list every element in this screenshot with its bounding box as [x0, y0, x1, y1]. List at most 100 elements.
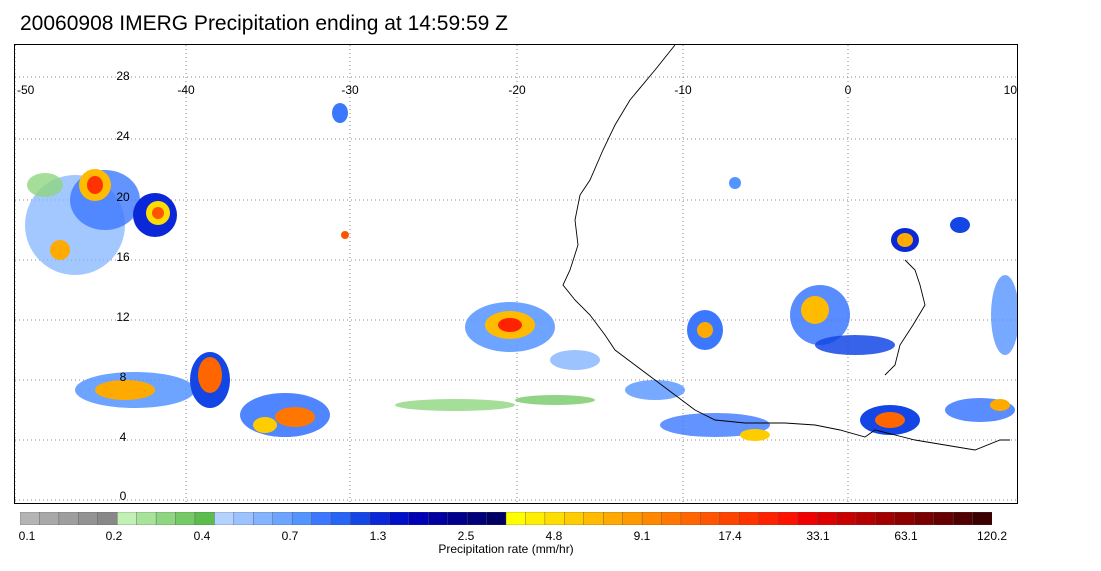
colorbar-swatch	[972, 512, 992, 525]
colorbar-tick-label: 120.2	[976, 529, 1008, 543]
colorbar-tick-label: 4.8	[545, 529, 563, 543]
precipitation-map: -50 -40 -30 -20 -10 0 10 28 24 20 16 12 …	[15, 45, 1017, 503]
colorbar-swatch	[758, 512, 779, 525]
map-panel: -50 -40 -30 -20 -10 0 10 28 24 20 16 12 …	[14, 44, 1018, 504]
precip-cell	[27, 173, 63, 197]
colorbar-swatch	[525, 512, 546, 525]
precip-cell	[697, 322, 713, 338]
lon-tick-label: 0	[845, 83, 852, 97]
colorbar-swatch	[447, 512, 468, 525]
colorbar-tick-label: 9.1	[633, 529, 651, 543]
lon-tick-label: -30	[341, 83, 359, 97]
colorbar-swatch	[505, 512, 526, 525]
lat-tick-label: 12	[116, 310, 130, 324]
precip-cell	[990, 399, 1010, 411]
colorbar-tick-label: 0.4	[193, 529, 211, 543]
colorbar-tick-label: 33.1	[806, 529, 830, 543]
precip-cell	[740, 429, 770, 441]
colorbar-swatch	[291, 512, 313, 525]
lat-tick-label: 16	[116, 250, 130, 264]
precip-cell	[253, 417, 277, 433]
precip-cell	[991, 275, 1017, 355]
precip-cell	[341, 231, 349, 239]
colorbar-swatch	[622, 512, 643, 525]
colorbar-swatch	[797, 512, 818, 525]
precip-cell	[498, 318, 522, 332]
colorbar-tick-label: 0.7	[281, 529, 299, 543]
precip-cell	[660, 413, 770, 437]
colorbar-swatch	[136, 512, 157, 525]
colorbar-swatch	[661, 512, 682, 525]
colorbar	[20, 512, 992, 525]
colorbar-tick-label: 17.4	[718, 529, 742, 543]
colorbar-swatch	[20, 512, 40, 525]
colorbar-swatch	[39, 512, 60, 525]
precip-cell	[95, 380, 155, 400]
precip-cell	[729, 177, 741, 189]
colorbar-swatch	[175, 512, 196, 525]
precip-cell	[550, 350, 600, 370]
colorbar-title: Precipitation rate (mm/hr)	[438, 542, 574, 556]
colorbar-swatch	[933, 512, 954, 525]
colorbar-swatch	[330, 512, 351, 525]
colorbar-swatch	[155, 512, 177, 525]
colorbar-swatch	[641, 512, 663, 525]
map-title: 20060908 IMERG Precipitation ending at 1…	[20, 12, 508, 35]
colorbar-swatch	[369, 512, 390, 525]
precip-cell	[87, 176, 103, 194]
colorbar-swatch	[233, 512, 254, 525]
colorbar-swatch	[389, 512, 410, 525]
precip-cell	[515, 395, 595, 405]
colorbar-swatch	[855, 512, 876, 525]
precip-cell	[50, 240, 70, 260]
precip-cell	[875, 412, 905, 428]
colorbar-swatch	[777, 512, 799, 525]
colorbar-swatch	[116, 512, 138, 525]
precip-cell	[275, 407, 315, 427]
colorbar-swatch	[253, 512, 274, 525]
precip-cell	[395, 399, 515, 411]
lon-axis-labels: -50 -40 -30 -20 -10 0 10	[17, 83, 1017, 97]
colorbar-swatch	[564, 512, 585, 525]
lat-tick-label: 4	[120, 430, 127, 444]
colorbar-tick-label: 2.5	[457, 529, 475, 543]
colorbar-tick-label: 0.2	[105, 529, 123, 543]
colorbar-swatch	[466, 512, 488, 525]
precip-cell	[815, 335, 895, 355]
colorbar-swatch	[952, 512, 974, 525]
lat-tick-label: 24	[116, 129, 130, 143]
lon-tick-label: -50	[17, 83, 35, 97]
colorbar-swatch	[58, 512, 79, 525]
coastline	[884, 259, 926, 376]
lon-tick-label: -10	[674, 83, 692, 97]
lon-tick-label: -40	[177, 83, 195, 97]
lat-tick-label: 20	[116, 190, 130, 204]
colorbar-swatch	[544, 512, 565, 525]
colorbar-swatch	[194, 512, 215, 525]
colorbar-swatch	[894, 512, 915, 525]
lon-tick-label: 10	[1004, 83, 1018, 97]
colorbar-swatch	[311, 512, 332, 525]
colorbar-swatch	[816, 512, 837, 525]
colorbar-swatch	[719, 512, 740, 525]
precip-cell	[950, 217, 970, 233]
colorbar-swatch	[583, 512, 604, 525]
colorbar-swatch	[603, 512, 624, 525]
precip-cell	[152, 207, 164, 219]
colorbar-swatch	[700, 512, 721, 525]
precip-cell	[897, 233, 913, 247]
precip-cell	[801, 296, 829, 324]
gridlines	[15, 45, 1017, 503]
lat-tick-label: 0	[120, 489, 127, 503]
colorbar-swatch	[680, 512, 701, 525]
precip-cell	[625, 380, 685, 400]
colorbar-tick-label: 0.1	[18, 529, 36, 543]
precipitation-field	[25, 103, 1017, 441]
colorbar-swatch	[97, 512, 118, 525]
precip-cell	[332, 103, 348, 123]
colorbar-swatch	[78, 512, 99, 525]
colorbar-tick-label: 1.3	[369, 529, 387, 543]
colorbar-swatch	[739, 512, 760, 525]
colorbar-swatch	[836, 512, 857, 525]
colorbar-swatch	[428, 512, 449, 525]
